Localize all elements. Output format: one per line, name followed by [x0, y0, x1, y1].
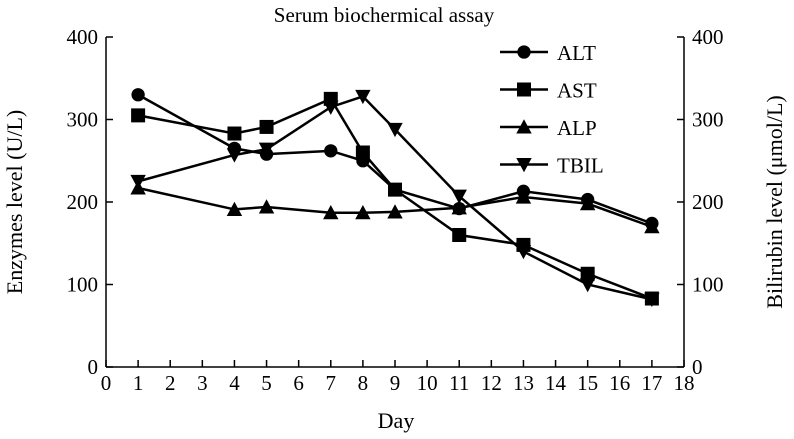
x-tick-label: 10: [417, 371, 438, 395]
legend-item-alp: ALP: [500, 116, 597, 140]
data-point-ast: [580, 266, 595, 281]
y-tick-label: 100: [67, 273, 99, 297]
data-point-tbil: [323, 100, 339, 115]
legend: ALT AST ALP TBIL: [500, 41, 604, 178]
data-point-tbil: [451, 189, 467, 204]
data-point-alp: [258, 199, 275, 214]
data-point-alp: [515, 189, 532, 204]
x-tick-label: 7: [326, 371, 337, 395]
legend-marker-tbil: [516, 157, 532, 173]
x-tick-label: 1: [133, 371, 144, 395]
data-point-tbil: [579, 277, 596, 293]
data-point-ast: [452, 228, 467, 242]
x-tick-label: 2: [165, 371, 176, 395]
y-tick-label: 0: [88, 355, 99, 379]
data-point-alp: [579, 195, 596, 211]
data-point-ast: [355, 145, 370, 160]
data-point-tbil: [258, 142, 275, 157]
legend-marker-alp: [516, 119, 532, 134]
data-point-tbil: [387, 122, 403, 138]
x-tick-label: 16: [609, 371, 630, 395]
x-tick-label: 3: [197, 371, 208, 395]
data-point-alt: [324, 144, 338, 158]
data-point-tbil: [644, 292, 660, 308]
legend-marker-alt: [517, 45, 531, 59]
x-tick-label: 0: [101, 371, 112, 395]
series-markers: [130, 88, 660, 308]
x-tick-label: 12: [481, 371, 502, 395]
y-axis-label: Enzymes level (U/L): [2, 110, 27, 295]
x-tick-label: 14: [545, 371, 567, 395]
y2-axis-label: Bilirubin level (μmol/L): [762, 95, 787, 308]
data-point-ast: [388, 182, 402, 197]
data-point-alp: [355, 205, 371, 220]
data-point-ast: [227, 126, 242, 141]
x-tick-label: 5: [261, 371, 272, 395]
data-point-alp: [226, 201, 243, 216]
legend-label-tbil: TBIL: [557, 154, 604, 178]
y-tick-label: 300: [67, 108, 99, 132]
series-line-tbil: [137, 94, 653, 301]
data-point-ast: [131, 108, 146, 123]
legend-item-tbil: TBIL: [500, 154, 604, 178]
legend-label-alp: ALP: [557, 116, 597, 140]
series-line-ast: [137, 97, 653, 300]
x-tick-label: 9: [390, 371, 401, 395]
y-tick-label: 200: [67, 190, 99, 214]
legend-marker-ast: [517, 82, 531, 97]
x-tick-label: 15: [577, 371, 598, 395]
x-tick-label: 13: [513, 371, 534, 395]
x-axis-label: Day: [378, 408, 415, 433]
legend-item-ast: AST: [500, 79, 597, 103]
data-point-alp: [644, 219, 660, 234]
y2-tick-label: 300: [692, 108, 724, 132]
legend-label-alt: ALT: [557, 41, 596, 65]
legend-item-alt: ALT: [500, 41, 596, 65]
y2-tick-label: 200: [692, 190, 724, 214]
data-point-alp: [387, 204, 403, 219]
x-tick-label: 18: [674, 371, 695, 395]
x-tick-label: 4: [229, 371, 240, 395]
data-point-ast: [259, 119, 274, 134]
ticks: 0 1 2 3 4 5 6 7 8 9 10 11 12 13 14 15 16 17 18010020030040…: [67, 25, 724, 395]
x-tick-label: 11: [449, 371, 469, 395]
data-point-tbil: [515, 244, 532, 260]
series-line-alp: [137, 186, 653, 228]
x-tick-label: 17: [641, 371, 662, 395]
x-tick-label: 6: [293, 371, 304, 395]
chart-title: Serum biochermical assay: [274, 3, 495, 27]
data-point-tbil: [226, 148, 243, 163]
data-point-alt: [131, 88, 145, 102]
data-point-alp: [451, 200, 467, 215]
y2-tick-label: 400: [692, 25, 724, 49]
data-point-tbil: [355, 89, 371, 105]
x-tick-label: 8: [358, 371, 369, 395]
data-point-tbil: [130, 174, 146, 190]
y-tick-label: 400: [67, 25, 99, 49]
y2-tick-label: 0: [692, 355, 703, 379]
legend-label-ast: AST: [557, 79, 597, 103]
y2-tick-label: 100: [692, 273, 724, 297]
series-lines: [137, 93, 653, 301]
data-point-alp: [323, 205, 339, 220]
